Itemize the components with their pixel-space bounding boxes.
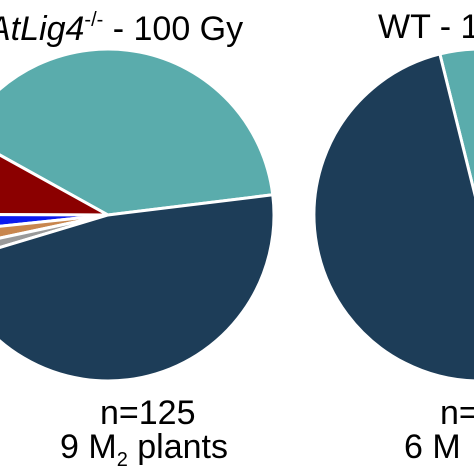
- pie-slice-atlig4-0: [0, 47, 275, 217]
- plants-prefix: 9 M: [60, 428, 117, 466]
- pie-slice-atlig4-5: [0, 193, 276, 383]
- pie-slice-atlig4-1: [0, 153, 110, 217]
- caption-n-wt: n=: [440, 396, 474, 430]
- plants-subscript: 2: [116, 449, 128, 471]
- title-genotype: AtLig4: [0, 10, 85, 48]
- title-text: WT - 1: [378, 8, 474, 46]
- pie-title-wt: WT - 1: [378, 10, 474, 44]
- caption-plants-atlig4: 9 M2 plants: [60, 430, 228, 470]
- title-superscript: -/-: [84, 9, 104, 31]
- caption-n-atlig4: n=125: [100, 396, 196, 430]
- caption-plants-wt: 6 M: [404, 430, 461, 464]
- title-rest: - 100 Gy: [103, 10, 244, 48]
- n-count-wt: n=: [440, 394, 474, 432]
- pie-title-atlig4: AtLig4-/- - 100 Gy: [0, 10, 243, 46]
- pie-slice-wt-1: [312, 52, 474, 383]
- pie-chart-wt: [312, 47, 474, 383]
- pie-chart-atlig4: [0, 47, 276, 383]
- plants-prefix-wt: 6 M: [404, 428, 461, 466]
- plants-suffix: plants: [127, 428, 228, 466]
- n-count: n=125: [100, 394, 196, 432]
